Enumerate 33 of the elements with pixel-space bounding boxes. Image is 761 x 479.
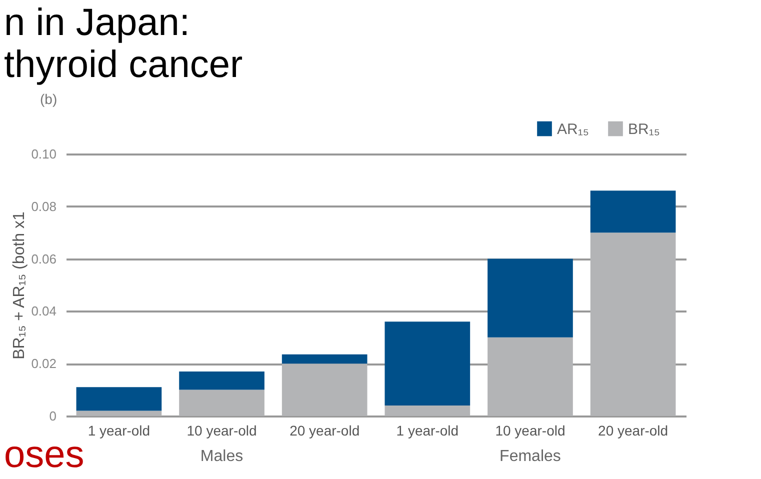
x-tick-label: 20 year-old (290, 422, 360, 438)
bar (76, 387, 162, 411)
bar (282, 364, 368, 416)
x-tick-label: 10 year-old (495, 422, 566, 438)
x-tick-label: 20 year-old (598, 422, 668, 438)
text: Females (500, 448, 561, 465)
legend-label: BR₁₅ (628, 120, 660, 138)
legend-label: AR₁₅ (557, 120, 589, 138)
bar (179, 390, 264, 416)
text: oses (4, 434, 84, 476)
y-tick-label: 0.10 (31, 146, 56, 162)
bar (590, 232, 676, 416)
text: n in Japan: (4, 2, 190, 44)
x-tick-label: 10 year-old (186, 422, 257, 438)
y-tick-label: 0.08 (31, 198, 56, 214)
bar (282, 354, 368, 364)
y-tick-label: 0 (49, 408, 56, 424)
bar (384, 406, 470, 416)
bar (488, 337, 573, 416)
y-axis-title: BR₁₅ + AR₁₅ (both x1 (11, 212, 28, 360)
bar (384, 322, 470, 406)
x-tick-label: 1 year-old (396, 422, 459, 438)
text: thyroid cancer (4, 44, 243, 86)
y-tick-label: 0.02 (31, 356, 56, 372)
bar (488, 258, 573, 338)
bar (76, 410, 162, 416)
x-tick-label: 1 year-old (88, 422, 150, 438)
bar (590, 190, 676, 233)
bar (179, 371, 264, 390)
text: (b) (40, 91, 58, 107)
y-tick-label: 0.04 (31, 304, 56, 319)
text: Males (200, 448, 244, 465)
y-tick-label: 0.06 (31, 251, 56, 266)
